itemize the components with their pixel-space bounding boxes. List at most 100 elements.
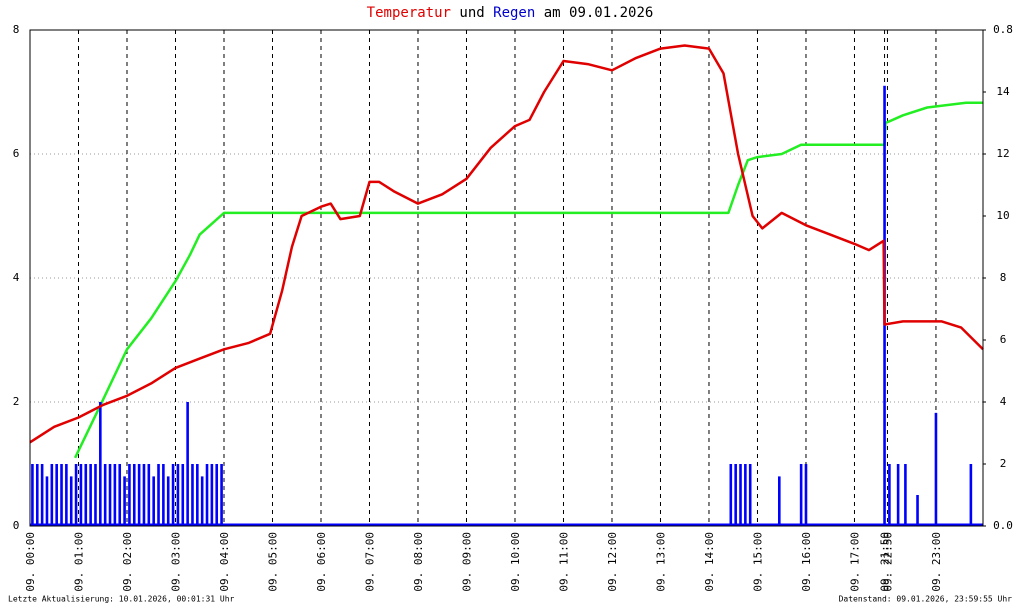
y-tick-label: 0 bbox=[13, 519, 20, 532]
x-tick-label: 09. 23:00 bbox=[930, 532, 943, 592]
rain-bar bbox=[147, 464, 151, 526]
rain-bar bbox=[916, 495, 919, 526]
rain-bar bbox=[152, 476, 155, 526]
title-part: Temperatur bbox=[367, 5, 451, 21]
x-tick-label: 09. 12:00 bbox=[606, 532, 619, 592]
x-tick-label: 09. 04:00 bbox=[218, 532, 231, 592]
x-tick-label: 09. 00:00 bbox=[24, 532, 37, 592]
rain-bar bbox=[89, 464, 92, 526]
chart-title: Temperatur und Regen am 09.01.2026 bbox=[367, 5, 654, 21]
plot-frame bbox=[29, 29, 984, 527]
x-tick-label: 09. 02:00 bbox=[121, 532, 134, 592]
rain-bar bbox=[191, 464, 194, 526]
x-tick-label: 09. 09:00 bbox=[460, 532, 473, 592]
rain-bar bbox=[744, 464, 747, 526]
x-tick-label: 09. 17:00 bbox=[848, 532, 861, 592]
rain-bar bbox=[123, 476, 126, 526]
y-tick-label: 6 bbox=[13, 147, 20, 160]
y-tick-label: 8 bbox=[13, 23, 20, 36]
x-tick-label: 09. 10:00 bbox=[509, 532, 522, 592]
x-tick-label: 09. 01:00 bbox=[72, 532, 85, 592]
rain-bar bbox=[50, 464, 54, 526]
rain-bar bbox=[205, 464, 209, 526]
rain-bar bbox=[171, 464, 175, 526]
x-tick-label: 09. 15:00 bbox=[751, 532, 764, 592]
y2-tick-label: 0.0 bbox=[993, 519, 1013, 532]
y2-tick-label: 0.8 bbox=[993, 23, 1013, 36]
y2-tick-label: 6 bbox=[1000, 333, 1007, 346]
rain-bar bbox=[904, 464, 907, 526]
rain-bar bbox=[65, 464, 68, 526]
rain-bar bbox=[84, 464, 88, 526]
rain-bar bbox=[220, 464, 223, 526]
rain-bar bbox=[896, 464, 900, 526]
rain-bar bbox=[196, 464, 199, 526]
title-part: am 09.01.2026 bbox=[544, 5, 654, 21]
rain-bar bbox=[55, 464, 58, 526]
rain-bar bbox=[108, 464, 112, 526]
rain-bar bbox=[734, 464, 737, 526]
y2-tick-label: 8 bbox=[1000, 271, 1007, 284]
rain-bar bbox=[804, 464, 808, 526]
footer-right: Datenstand: 09.01.2026, 23:59:55 Uhr bbox=[839, 595, 1013, 604]
x-tick-label: 09. 22:50 bbox=[881, 532, 894, 592]
rain-bar bbox=[74, 464, 78, 526]
rain-bar bbox=[113, 464, 117, 526]
rain-bar bbox=[60, 464, 63, 526]
rain-bar bbox=[137, 464, 141, 526]
y-tick-label: 4 bbox=[13, 271, 20, 284]
rain-bar bbox=[31, 464, 34, 526]
y-tick-label: 2 bbox=[13, 395, 20, 408]
y2-tick-label: 4 bbox=[1000, 395, 1007, 408]
rain-bar bbox=[103, 464, 107, 526]
rain-bar bbox=[94, 464, 97, 526]
x-tick-label: 09. 14:00 bbox=[703, 532, 716, 592]
rain-bar bbox=[748, 464, 752, 526]
y2-tick-label: 14 bbox=[996, 85, 1010, 98]
rain-bar bbox=[181, 464, 185, 526]
rain-bar bbox=[200, 476, 204, 526]
x-tick-label: 09. 05:00 bbox=[266, 532, 279, 592]
line bbox=[29, 44, 984, 444]
rain-bar bbox=[157, 464, 160, 526]
rain-bar bbox=[888, 464, 891, 526]
rain-bar bbox=[162, 464, 165, 526]
rain-bar bbox=[142, 464, 146, 526]
footer-left: Letzte Aktualisierung: 10.01.2026, 00:01… bbox=[8, 595, 235, 604]
rain-bar bbox=[186, 402, 189, 526]
x-tick-label: 09. 16:00 bbox=[800, 532, 813, 592]
rain-bar bbox=[778, 476, 781, 526]
x-tick-label: 09. 08:00 bbox=[412, 532, 425, 592]
x-tick-label: 09. 06:00 bbox=[315, 532, 328, 592]
x-tick-label: 09. 13:00 bbox=[654, 532, 667, 592]
rain-bar bbox=[118, 464, 122, 526]
rain-bar bbox=[215, 464, 219, 526]
rain-bar bbox=[69, 476, 73, 526]
x-tick-label: 09. 11:00 bbox=[557, 532, 570, 592]
plot bbox=[29, 44, 984, 527]
rain-bar bbox=[934, 412, 938, 526]
x-tick-label: 09. 21:50 bbox=[879, 532, 892, 592]
rain-bar bbox=[176, 464, 180, 526]
rain-bar bbox=[739, 464, 742, 526]
rain-bar bbox=[969, 464, 973, 526]
x-tick-label: 09. 07:00 bbox=[363, 532, 376, 592]
rain-bar bbox=[210, 464, 214, 526]
rain-bar bbox=[99, 402, 102, 526]
rain-bar bbox=[166, 476, 170, 526]
x-tick-label: 09. 03:00 bbox=[169, 532, 182, 592]
title-part: und bbox=[459, 5, 484, 21]
rain-bar bbox=[128, 464, 131, 526]
rain-bar bbox=[79, 464, 83, 526]
rain-bar bbox=[40, 464, 44, 526]
rain-bar bbox=[729, 464, 733, 526]
rain-bar bbox=[45, 476, 49, 526]
rain-bar bbox=[35, 464, 39, 526]
title-part: Regen bbox=[493, 5, 535, 21]
y2-tick-label: 12 bbox=[996, 147, 1009, 160]
rain-bar bbox=[799, 464, 803, 526]
rain-bar bbox=[132, 464, 136, 526]
y2-tick-label: 10 bbox=[996, 209, 1009, 222]
